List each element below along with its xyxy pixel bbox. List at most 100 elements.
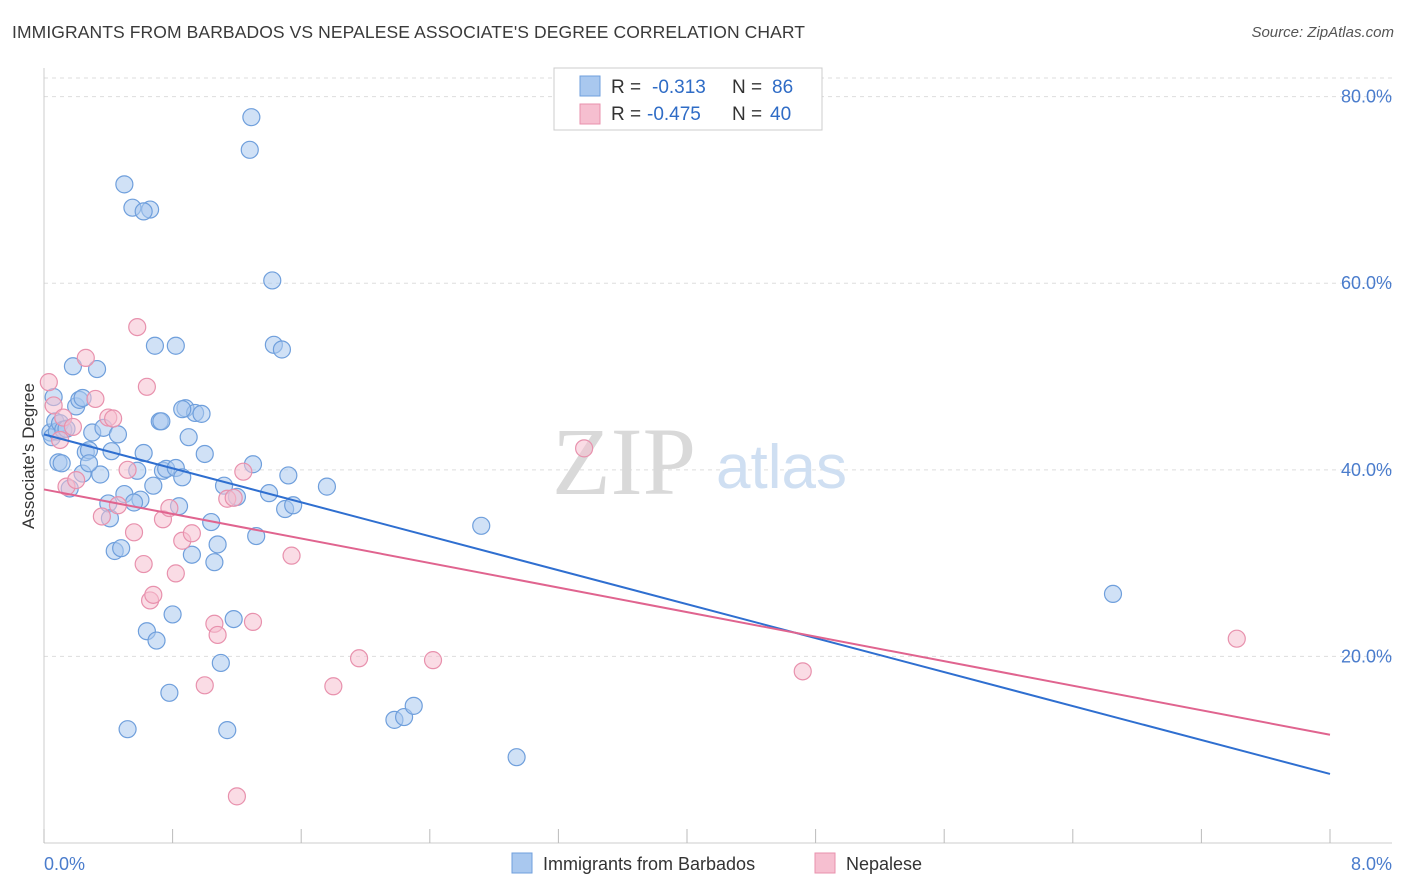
point-nepalese-7 [76,348,95,367]
legend-r-value-2: -0.475 [647,104,701,125]
point-barbados-24 [108,425,128,444]
bottom-legend-swatch-nepalese [814,852,836,874]
y-tick-label-20: 20.0% [1341,646,1392,666]
point-barbados-84 [79,454,99,473]
point-nepalese-25 [195,676,214,695]
point-barbados-7 [52,454,71,473]
series-legend: Immigrants from Barbados Nepalese [511,852,922,874]
point-nepalese-19 [144,585,163,604]
point-nepalese-31 [243,612,263,631]
axes [43,68,1392,844]
point-barbados-69 [145,336,165,355]
chart-source: Source: ZipAtlas.com [1251,24,1394,41]
point-barbados-81 [1103,584,1123,604]
point-barbados-57 [247,526,266,546]
legend-n-value-1: 86 [772,77,793,98]
point-barbados-60 [279,466,298,485]
point-barbados-40 [163,605,182,624]
point-nepalese-9 [92,507,111,526]
point-barbados-64 [272,340,292,359]
point-barbados-22 [102,442,121,461]
point-nepalese-22 [166,564,185,583]
watermark-atlas: atlas [716,433,847,502]
point-nepalese-39 [224,488,243,507]
point-barbados-35 [147,631,166,650]
point-nepalese-16 [134,554,153,574]
y-axis-label: Associate's Degree [19,383,38,529]
bottom-legend-label-barbados: Immigrants from Barbados [543,854,755,874]
x-tick-label-min: 0.0% [44,854,85,874]
trend-line-barbados [43,433,1331,775]
point-nepalese-14 [124,523,144,542]
point-barbados-67 [242,108,261,127]
point-barbados-11 [63,357,83,376]
grid-lines [44,77,1392,657]
point-nepalese-33 [324,677,343,696]
legend-n-label-2: N = [732,104,762,125]
point-barbados-65 [263,271,282,290]
point-barbados-66 [240,140,259,159]
point-nepalese-5 [63,417,83,437]
point-barbados-74 [192,404,211,423]
legend-r-label-1: R = [611,77,641,98]
point-nepalese-34 [349,649,369,668]
y-tick-label-80: 80.0% [1341,87,1392,107]
point-nepalese-32 [282,546,301,565]
point-nepalese-35 [423,651,443,670]
point-nepalese-6 [67,470,86,490]
point-nepalese-17 [137,377,156,396]
point-barbados-46 [182,545,201,564]
point-barbados-18 [87,359,107,379]
point-nepalese-11 [104,409,123,428]
point-barbados-85 [173,400,192,419]
point-barbados-68 [115,175,134,194]
point-nepalese-29 [227,787,246,806]
point-nepalese-0 [39,373,58,392]
point-nepalese-27 [208,625,227,645]
point-barbados-82 [152,412,171,431]
point-barbados-50 [208,535,227,554]
tick-labels: 20.0% 40.0% 60.0% 80.0% 0.0% 8.0% [44,87,1392,874]
point-nepalese-24 [182,524,201,543]
point-barbados-54 [224,609,243,629]
bottom-legend-label-nepalese: Nepalese [846,854,922,874]
point-nepalese-15 [128,317,147,337]
point-nepalese-37 [793,662,812,681]
point-barbados-79 [472,516,491,535]
y-tick-label-60: 60.0% [1341,273,1392,293]
point-barbados-53 [218,721,237,740]
legend-swatch-nepalese [579,103,601,125]
legend-r-value-1: -0.313 [652,77,706,98]
trend-lines [43,433,1331,775]
legend-swatch-barbados [579,75,601,97]
point-nepalese-38 [1227,629,1246,648]
point-barbados-62 [317,477,337,496]
point-nepalese-30 [234,462,253,481]
point-barbados-34 [144,476,163,495]
point-nepalese-13 [118,460,137,479]
point-barbados-80 [507,748,526,767]
point-barbados-51 [211,653,230,673]
point-barbados-39 [160,683,179,702]
trend-line-nepalese [43,488,1331,736]
point-barbados-27 [118,720,137,739]
point-barbados-25 [112,539,131,558]
point-barbados-45 [179,428,198,447]
watermark-zip: ZIP [552,408,696,515]
stats-legend: R = -0.313 N = 86 R = -0.475 N = 40 [553,67,823,131]
point-barbados-78 [404,696,423,715]
y-tick-label-40: 40.0% [1341,460,1392,480]
point-barbados-71 [166,336,185,355]
point-barbados-43 [173,468,192,487]
point-barbados-70 [134,202,153,221]
point-barbados-49 [205,553,224,572]
x-tick-label-max: 8.0% [1351,854,1392,874]
legend-n-value-2: 40 [770,104,791,125]
chart-title: IMMIGRANTS FROM BARBADOS VS NEPALESE ASS… [12,22,806,42]
legend-r-label-2: R = [611,104,641,125]
point-nepalese-1 [44,396,63,415]
series-nepalese-points [39,317,1246,806]
point-barbados-19 [91,465,110,484]
legend-n-label-1: N = [732,77,762,98]
